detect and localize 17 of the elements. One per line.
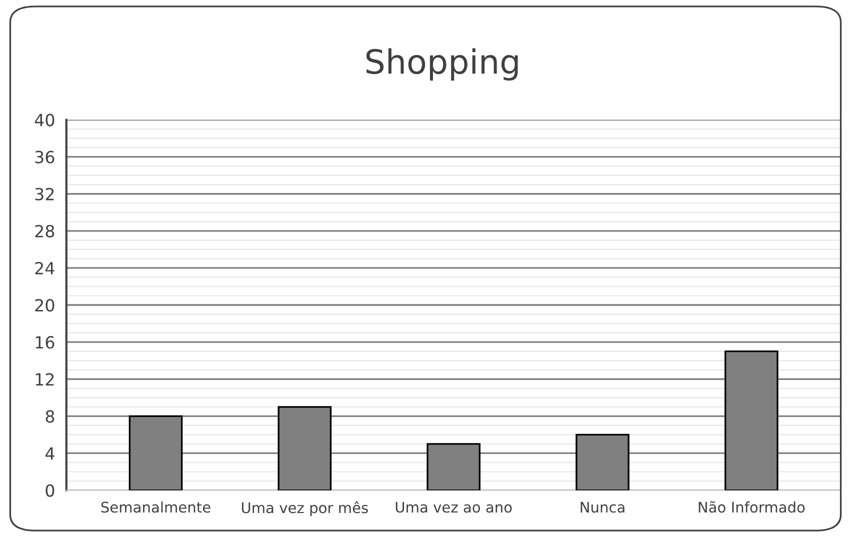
x-tick-label: Uma vez por mês <box>242 501 368 516</box>
y-tick-label: 40 <box>34 114 54 126</box>
y-tick-label: 0 <box>46 484 54 497</box>
x-tick-label: Nunca <box>580 502 624 513</box>
y-tick-label: 28 <box>35 224 54 238</box>
y-tick-label: 20 <box>35 298 54 312</box>
y-tick-label: 16 <box>36 336 54 349</box>
y-tick-label: 8 <box>46 410 54 423</box>
x-tick-label: Uma vez ao ano <box>396 502 512 513</box>
y-tick-label: 4 <box>45 447 54 460</box>
x-tick-label: Não Informado <box>698 501 805 513</box>
y-tick-label: 32 <box>35 188 54 200</box>
y-tick-label: 24 <box>35 262 54 274</box>
y-tick-label: 36 <box>35 150 54 164</box>
x-tick-label: Semanalmente <box>101 501 210 513</box>
chart-title: Shopping <box>366 48 518 81</box>
y-tick-label: 12 <box>36 373 54 386</box>
